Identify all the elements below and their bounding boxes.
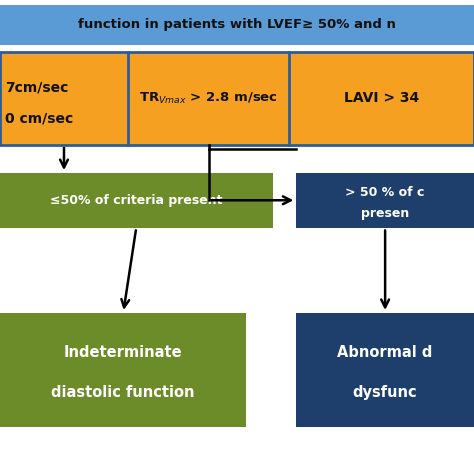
Bar [296,173,474,228]
Text: 0 cm/sec: 0 cm/sec [5,112,73,126]
Text: diastolic function: diastolic function [52,385,195,400]
Bar [0,52,474,145]
Text: Abnormal d: Abnormal d [337,345,433,360]
Text: 7cm/sec: 7cm/sec [5,80,68,94]
Bar [296,313,474,427]
Text: dysfunc: dysfunc [353,385,418,400]
Text: LAVI > 34: LAVI > 34 [344,91,419,105]
Bar [0,52,474,145]
Text: presen: presen [361,208,409,220]
Text: > 50 % of c: > 50 % of c [346,186,425,199]
Bar [0,173,273,228]
Text: function in patients with LVEF≥ 50% and n: function in patients with LVEF≥ 50% and … [78,18,396,31]
Bar [0,5,474,45]
Text: ≤50% of criteria present: ≤50% of criteria present [50,194,222,207]
Text: Indeterminate: Indeterminate [64,345,182,360]
Text: TR$_{Vmax}$ > 2.8 m/sec: TR$_{Vmax}$ > 2.8 m/sec [139,91,278,106]
Bar [0,313,246,427]
